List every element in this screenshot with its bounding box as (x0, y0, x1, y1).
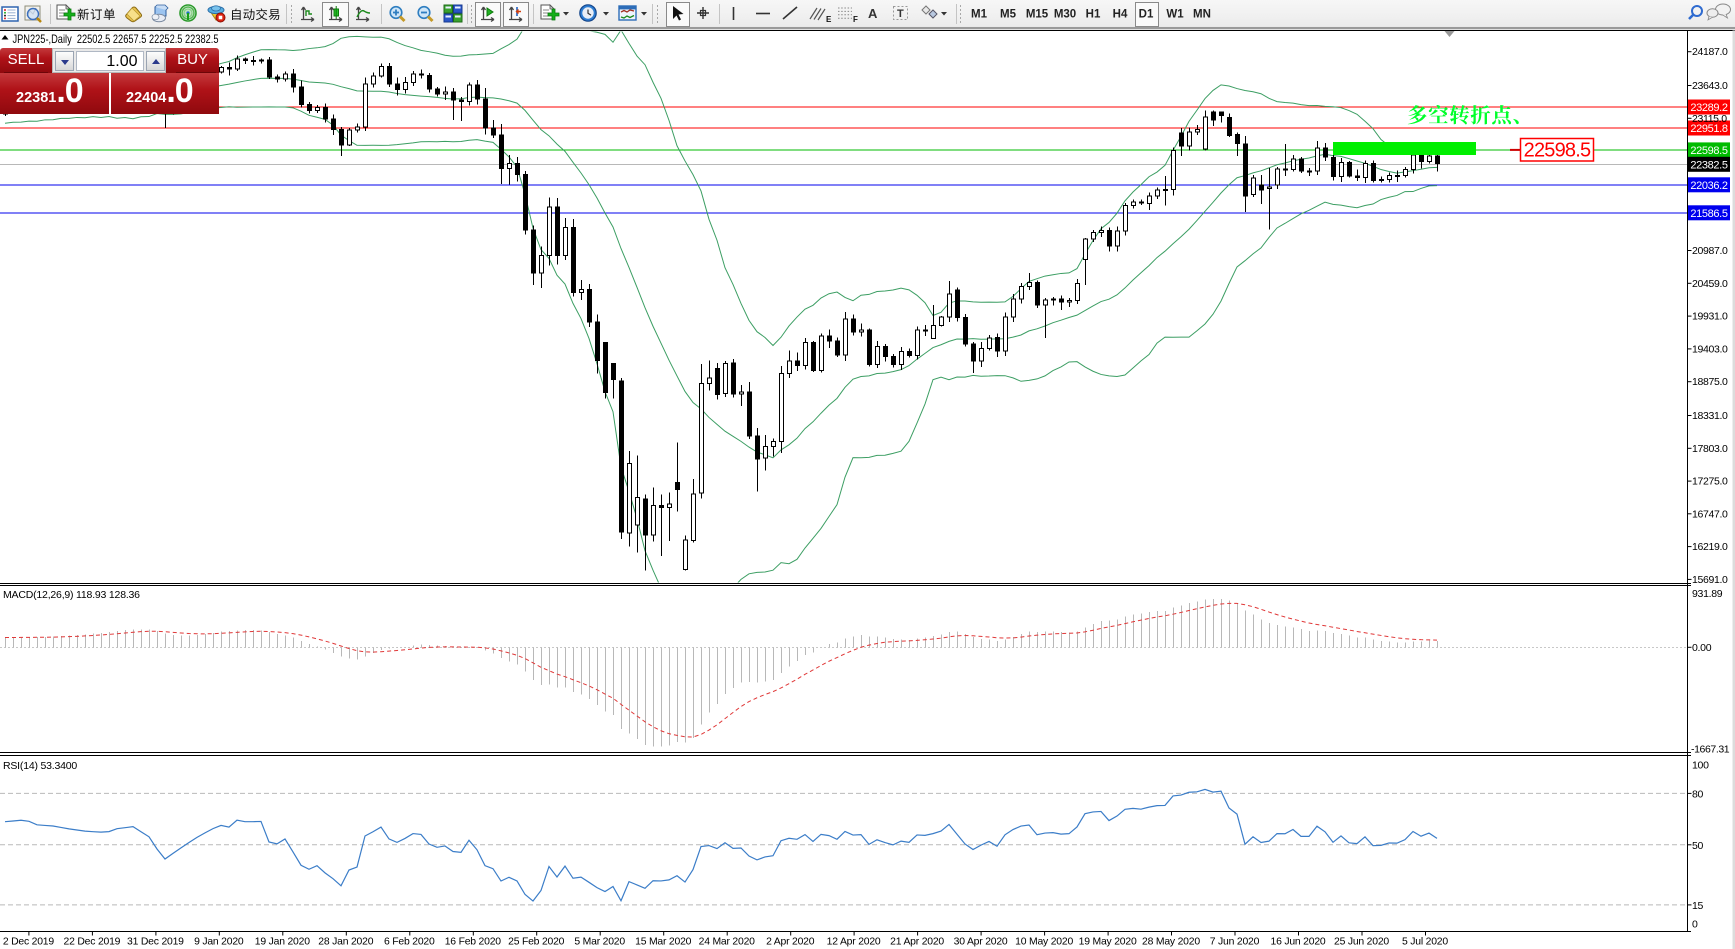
svg-text:28 Jan 2020: 28 Jan 2020 (318, 937, 373, 948)
svg-text:20987.0: 20987.0 (1692, 245, 1728, 257)
svg-text:50: 50 (1692, 840, 1704, 852)
svg-text:28 May 2020: 28 May 2020 (1142, 937, 1200, 948)
svg-text:21 Apr 2020: 21 Apr 2020 (890, 937, 944, 948)
svg-text:22036.2: 22036.2 (1690, 180, 1728, 192)
svg-text:15: 15 (1692, 900, 1704, 912)
svg-text:22951.8: 22951.8 (1690, 123, 1728, 135)
svg-text:17803.0: 17803.0 (1692, 443, 1728, 455)
svg-text:2 Apr 2020: 2 Apr 2020 (766, 937, 815, 948)
svg-text:24187.0: 24187.0 (1692, 46, 1728, 58)
svg-text:12 Apr 2020: 12 Apr 2020 (827, 937, 881, 948)
svg-text:23643.0: 23643.0 (1692, 80, 1728, 92)
svg-text:D1: D1 (1139, 9, 1154, 21)
svg-text:0.00: 0.00 (1692, 642, 1712, 654)
svg-text:A: A (868, 6, 878, 21)
svg-text:0: 0 (1692, 919, 1698, 931)
svg-text:21586.5: 21586.5 (1690, 208, 1728, 220)
svg-text:24 Mar 2020: 24 Mar 2020 (699, 937, 756, 948)
svg-text:19931.0: 19931.0 (1692, 311, 1728, 323)
svg-text:15 Mar 2020: 15 Mar 2020 (635, 937, 692, 948)
svg-text:JPN225-,Daily 22502.5 22657.5: JPN225-,Daily 22502.5 22657.5 22252.5 22… (13, 32, 219, 46)
svg-text:16 Jun 2020: 16 Jun 2020 (1271, 937, 1326, 948)
svg-text:30 Apr 2020: 30 Apr 2020 (954, 937, 1008, 948)
svg-text:22382.5: 22382.5 (1690, 159, 1728, 171)
svg-text:E: E (826, 15, 832, 24)
svg-text:W1: W1 (1166, 9, 1184, 21)
svg-text:F: F (853, 15, 858, 24)
svg-text:9 Jan 2020: 9 Jan 2020 (194, 937, 244, 948)
svg-text:H1: H1 (1086, 9, 1101, 21)
svg-text:19 Jan 2020: 19 Jan 2020 (255, 937, 310, 948)
svg-text:H4: H4 (1113, 9, 1128, 21)
svg-text:931.89: 931.89 (1692, 588, 1723, 600)
svg-text:16747.0: 16747.0 (1692, 508, 1728, 520)
svg-text:7 Jun 2020: 7 Jun 2020 (1210, 937, 1260, 948)
svg-text:6 Feb 2020: 6 Feb 2020 (384, 937, 435, 948)
svg-text:22598.5: 22598.5 (1690, 145, 1728, 157)
svg-text:22 Dec 2019: 22 Dec 2019 (64, 937, 121, 948)
svg-text:RSI(14) 53.3400: RSI(14) 53.3400 (3, 760, 77, 772)
svg-text:M15: M15 (1026, 9, 1049, 21)
svg-text:M5: M5 (1000, 9, 1017, 21)
svg-text:-1667.31: -1667.31 (1691, 744, 1730, 756)
svg-text:80: 80 (1692, 788, 1704, 800)
svg-text:15691.0: 15691.0 (1692, 574, 1728, 586)
svg-text:MN: MN (1193, 9, 1211, 21)
svg-text:20459.0: 20459.0 (1692, 278, 1728, 290)
svg-text:19403.0: 19403.0 (1692, 343, 1728, 355)
svg-text:MACD(12,26,9) 118.93 128.36: MACD(12,26,9) 118.93 128.36 (3, 589, 140, 601)
svg-text:2 Dec 2019: 2 Dec 2019 (3, 937, 55, 948)
svg-text:17275.0: 17275.0 (1692, 476, 1728, 488)
svg-text:18875.0: 18875.0 (1692, 376, 1728, 388)
svg-text:18331.0: 18331.0 (1692, 410, 1728, 422)
svg-text:23115.0: 23115.0 (1692, 113, 1727, 125)
svg-text:16 Feb 2020: 16 Feb 2020 (445, 937, 502, 948)
svg-text:22598.5: 22598.5 (1524, 140, 1591, 162)
svg-text:T: T (897, 8, 904, 20)
svg-text:25 Jun 2020: 25 Jun 2020 (1334, 937, 1389, 948)
svg-text:19 May 2020: 19 May 2020 (1079, 937, 1137, 948)
svg-text:10 May 2020: 10 May 2020 (1015, 937, 1073, 948)
svg-text:M30: M30 (1054, 9, 1076, 21)
svg-text:25 Feb 2020: 25 Feb 2020 (508, 937, 565, 948)
svg-text:5 Jul 2020: 5 Jul 2020 (1402, 937, 1448, 948)
svg-text:5 Mar 2020: 5 Mar 2020 (574, 937, 625, 948)
svg-text:23289.2: 23289.2 (1690, 102, 1728, 114)
svg-text:31 Dec 2019: 31 Dec 2019 (127, 937, 184, 948)
svg-text:16219.0: 16219.0 (1692, 541, 1728, 553)
svg-text:100: 100 (1692, 760, 1709, 772)
svg-text:M1: M1 (971, 9, 988, 21)
